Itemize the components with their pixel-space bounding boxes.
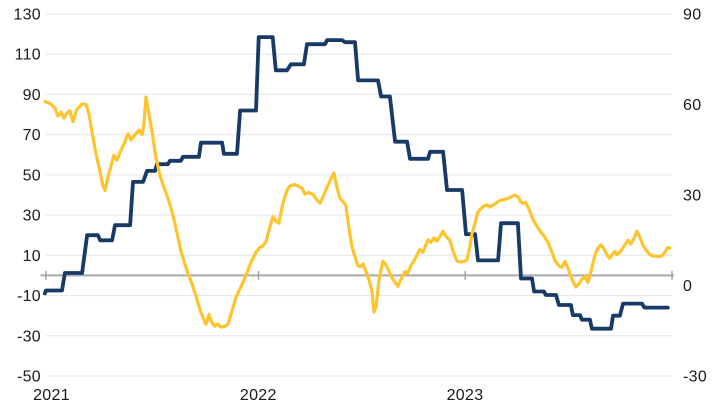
left-axis-label: 70 <box>23 127 41 144</box>
dark-blue-stepped-line <box>43 35 670 331</box>
right-axis-label: 30 <box>683 188 701 205</box>
right-axis-label: 90 <box>683 7 701 24</box>
left-axis-label: -50 <box>17 369 41 386</box>
left-axis-label: 110 <box>15 47 41 64</box>
left-axis-label: 130 <box>13 7 41 24</box>
left-axis-label: 30 <box>23 208 41 225</box>
right-axis-label: -30 <box>683 369 707 386</box>
x-axis-label: 2022 <box>240 387 277 404</box>
left-axis-label: 10 <box>23 248 41 265</box>
right-axis-label: 60 <box>683 97 701 114</box>
left-axis-label: -10 <box>17 288 41 305</box>
left-axis-label: 90 <box>23 87 41 104</box>
right-axis-label: 0 <box>683 278 692 295</box>
x-axis-label: 2023 <box>447 387 484 404</box>
x-axis-label: 2021 <box>33 387 70 404</box>
left-axis-label: 50 <box>23 167 41 184</box>
left-axis-label: -30 <box>17 328 41 345</box>
gold-line <box>43 95 672 329</box>
